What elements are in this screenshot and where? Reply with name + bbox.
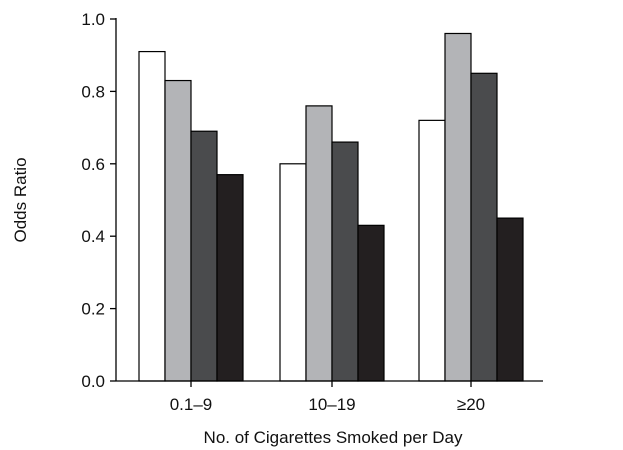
y-tick-label: 0.8 (81, 82, 105, 101)
y-tick-label: 0.0 (81, 372, 105, 391)
bar-3-2 (331, 141, 359, 382)
x-tick-label: 10–19 (308, 395, 355, 414)
bar-1-1 (138, 50, 166, 382)
x-tick-label: 0.1–9 (170, 395, 213, 414)
x-axis-title: No. of Cigarettes Smoked per Day (204, 428, 463, 447)
bars-group (138, 32, 524, 382)
bar-4-2 (357, 224, 385, 382)
bar-4-1 (216, 174, 244, 382)
y-tick-label: 0.4 (81, 227, 105, 246)
x-tick-label: ≥20 (457, 395, 485, 414)
y-axis-title: Odds Ratio (11, 157, 30, 242)
bar-3-1 (190, 130, 218, 382)
bar-1-3 (418, 119, 446, 382)
bar-2-2 (305, 105, 333, 382)
y-tick-label: 0.6 (81, 155, 105, 174)
bar-4-3 (496, 217, 524, 382)
bar-3-3 (470, 72, 498, 382)
axes-group: 0.0 0.2 0.4 0.6 0.8 1.0 0.1–9 10–19 ≥20 (81, 10, 543, 414)
y-tick-label: 1.0 (81, 10, 105, 29)
bar-2-1 (164, 79, 192, 382)
bar-1-2 (279, 163, 307, 382)
y-tick-label: 0.2 (81, 300, 105, 319)
bar-2-3 (444, 32, 472, 382)
